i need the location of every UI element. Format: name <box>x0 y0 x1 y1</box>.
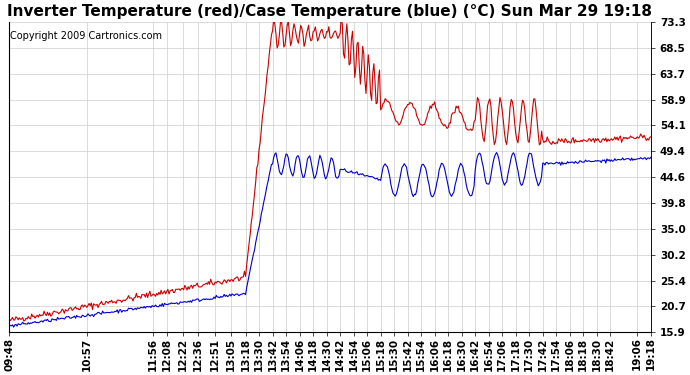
Text: Copyright 2009 Cartronics.com: Copyright 2009 Cartronics.com <box>10 31 162 41</box>
Title: Inverter Temperature (red)/Case Temperature (blue) (°C) Sun Mar 29 19:18: Inverter Temperature (red)/Case Temperat… <box>8 4 653 19</box>
